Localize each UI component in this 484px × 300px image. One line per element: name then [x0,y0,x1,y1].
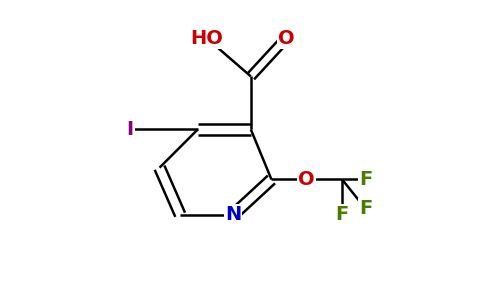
Text: F: F [335,205,349,224]
Text: HO: HO [190,28,223,48]
Text: I: I [126,120,134,139]
Text: O: O [278,28,294,48]
Text: F: F [359,200,372,218]
Text: O: O [299,170,315,189]
Text: F: F [359,170,372,189]
Text: N: N [225,205,242,224]
